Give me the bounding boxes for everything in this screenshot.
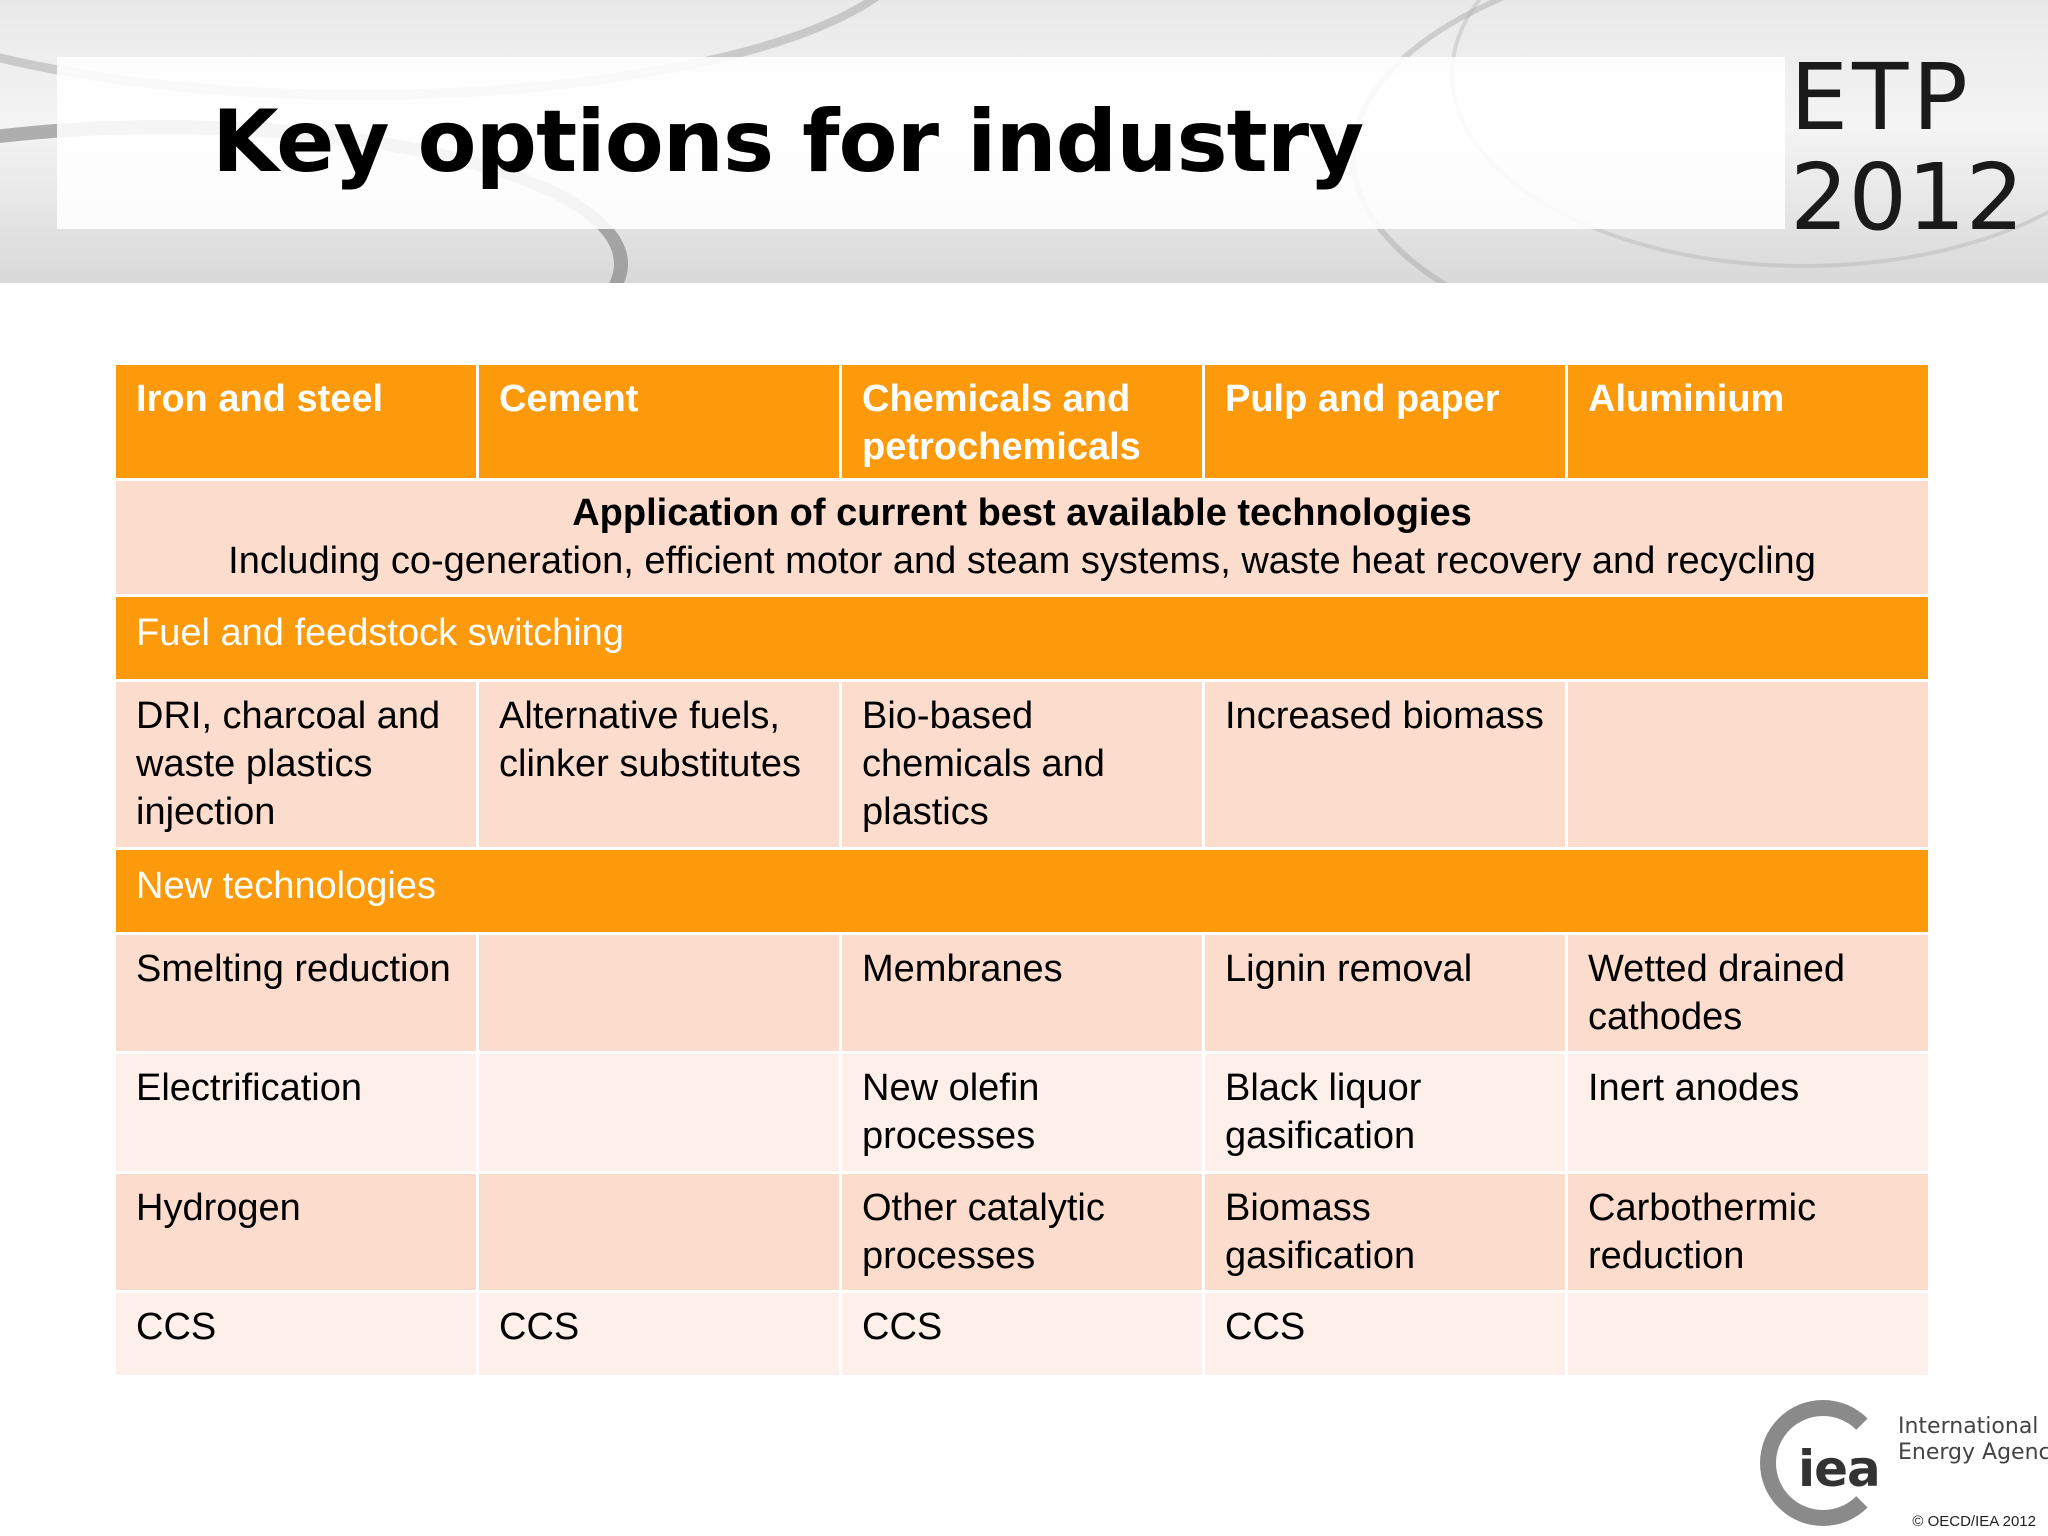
etp-brand: ETP 2012	[1790, 44, 2025, 251]
column-header: Iron and steel	[116, 365, 476, 478]
table-cell: Smelting reduction	[116, 935, 476, 1051]
table-cell	[479, 1054, 839, 1171]
table-cell: Membranes	[842, 935, 1202, 1051]
table-cell: CCS	[479, 1293, 839, 1375]
table-cell: CCS	[116, 1293, 476, 1375]
bat-subtitle: Including co-generation, efficient motor…	[228, 540, 1816, 582]
table-cell: Biomass gasification	[1205, 1174, 1565, 1290]
header-banner	[0, 0, 2048, 283]
copyright-notice: © OECD/IEA 2012	[1912, 1513, 2036, 1530]
table-cell	[479, 1174, 839, 1290]
iea-logo-name: International Energy Agency	[1898, 1414, 2048, 1466]
section-fuel-switching: Fuel and feedstock switching	[116, 597, 1928, 679]
iea-logo-mark: iea	[1798, 1440, 1881, 1498]
table-cell: Black liquor gasification	[1205, 1054, 1565, 1171]
table-cell: Alternative fuels, clinker substitutes	[479, 682, 839, 847]
table-cell: CCS	[842, 1293, 1202, 1375]
column-header: Chemicals and petrochemicals	[842, 365, 1202, 478]
slide-title: Key options for industry	[212, 92, 1364, 192]
iea-logo-line2: Energy Agency	[1898, 1440, 2048, 1465]
table-cell	[1568, 1293, 1928, 1375]
iea-logo-line1: International	[1898, 1414, 2039, 1439]
table-cell	[1568, 682, 1928, 847]
table-cell: Bio-based chemicals and plastics	[842, 682, 1202, 847]
title-panel	[57, 57, 1785, 229]
etp-brand-line2: 2012	[1790, 144, 2025, 251]
column-header: Cement	[479, 365, 839, 478]
bat-title: Application of current best available te…	[572, 492, 1472, 534]
table-cell: Carbothermic reduction	[1568, 1174, 1928, 1290]
etp-brand-line1: ETP	[1790, 44, 1972, 151]
iea-logo: iea International Energy Agency	[1760, 1400, 2048, 1536]
table-cell: Hydrogen	[116, 1174, 476, 1290]
column-header: Aluminium	[1568, 365, 1928, 478]
options-table: Iron and steel Cement Chemicals and petr…	[116, 365, 1928, 1375]
table-cell: Electrification	[116, 1054, 476, 1171]
section-new-technologies: New technologies	[116, 850, 1928, 932]
table-cell: CCS	[1205, 1293, 1565, 1375]
table-cell: Increased biomass	[1205, 682, 1565, 847]
table-cell: Other catalytic processes	[842, 1174, 1202, 1290]
table-cell: Wetted drained cathodes	[1568, 935, 1928, 1051]
column-header: Pulp and paper	[1205, 365, 1565, 478]
table-cell: Inert anodes	[1568, 1054, 1928, 1171]
table-cell: New olefin processes	[842, 1054, 1202, 1171]
bat-row: Application of current best available te…	[116, 481, 1928, 594]
table-cell	[479, 935, 839, 1051]
table-cell: Lignin removal	[1205, 935, 1565, 1051]
table-cell: DRI, charcoal and waste plastics injecti…	[116, 682, 476, 847]
